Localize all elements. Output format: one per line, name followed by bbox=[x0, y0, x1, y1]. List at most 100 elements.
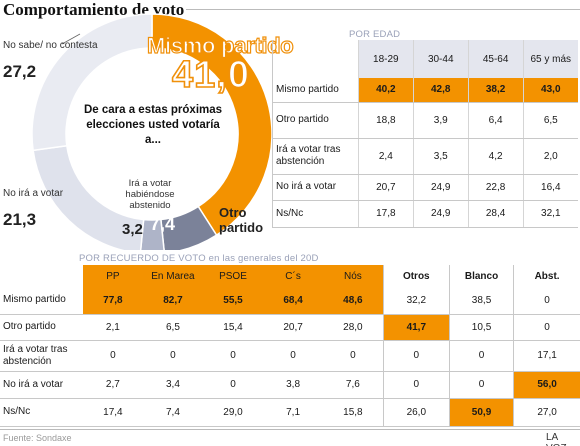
table-cell: 38,5 bbox=[448, 287, 514, 315]
slice-value-ira-votar: 3,2 bbox=[122, 221, 143, 238]
row-label: Irá a votar tras abstención bbox=[272, 138, 359, 175]
table-cell: 0 bbox=[323, 340, 384, 372]
column-header: 65 y más bbox=[522, 40, 578, 78]
table-cell: 16,4 bbox=[522, 174, 578, 201]
leader-line bbox=[61, 33, 81, 45]
slice-label-nsnc: No sabe/ no contesta bbox=[3, 40, 98, 51]
column-header: Otros bbox=[382, 265, 450, 287]
pie-center-question: De cara a estas próximas elecciones uste… bbox=[83, 104, 223, 146]
table-cell: 0 bbox=[142, 340, 203, 372]
table-row: Ns/Nc 17,4 7,4 29,0 7,1 15,8 26,0 50,9 27,0 bbox=[0, 398, 580, 427]
table-cell: 27,0 bbox=[513, 398, 580, 427]
row-label: Ns/Nc bbox=[272, 200, 359, 228]
column-header: 45-64 bbox=[467, 40, 524, 78]
slice-value-no-ira: 21,3 bbox=[3, 210, 37, 229]
table-cell: 28,0 bbox=[323, 314, 384, 341]
table-cell: 0 bbox=[382, 371, 450, 399]
table-row: Mismo partido 77,8 82,7 55,5 68,4 48,6 32,2 38,… bbox=[0, 287, 580, 315]
table-cell: 0 bbox=[448, 340, 514, 372]
vote-table-title: POR RECUERDO DE VOTO en las generales de… bbox=[79, 253, 319, 264]
table-cell: 10,5 bbox=[448, 314, 514, 341]
column-header: 30-44 bbox=[412, 40, 469, 78]
table-cell: 0 bbox=[448, 371, 514, 399]
table-cell: 28,4 bbox=[467, 200, 524, 228]
table-cell: 82,7 bbox=[142, 287, 203, 315]
table-cell: 26,0 bbox=[382, 398, 450, 427]
table-cell: 77,8 bbox=[82, 287, 143, 315]
source-note: Fuente: Sondaxe bbox=[3, 433, 72, 443]
table-cell: 20,7 bbox=[263, 314, 324, 341]
table-cell: 17,1 bbox=[513, 340, 580, 372]
age-table-title: POR EDAD bbox=[349, 29, 401, 40]
table-cell: 17,8 bbox=[357, 200, 414, 228]
table-header-row: 18-29 30-44 45-64 65 y más bbox=[273, 40, 578, 78]
table-cell: 3,9 bbox=[412, 102, 469, 139]
table-cell: 7,4 bbox=[142, 398, 203, 427]
column-header: 18-29 bbox=[357, 40, 414, 78]
table-row: Otro partido 18,8 3,9 6,4 6,5 bbox=[272, 102, 578, 139]
table-cell: 15,8 bbox=[323, 398, 384, 427]
table-cell: 7,6 bbox=[323, 371, 384, 399]
table-cell: 6,5 bbox=[142, 314, 203, 341]
table-cell: 50,9 bbox=[448, 398, 514, 427]
donut-chart bbox=[31, 13, 273, 250]
table-cell: 68,4 bbox=[263, 287, 324, 315]
title-rule bbox=[186, 9, 580, 10]
table-cell: 4,2 bbox=[467, 138, 524, 175]
table-cell: 6,5 bbox=[522, 102, 578, 139]
table-cell: 20,7 bbox=[357, 174, 414, 201]
table-cell: 42,8 bbox=[412, 78, 469, 103]
table-cell: 55,5 bbox=[202, 287, 264, 315]
pie-slice-0 bbox=[151, 13, 273, 237]
table-cell: 43,0 bbox=[522, 78, 578, 103]
table-cell: 2,1 bbox=[82, 314, 143, 341]
row-label: No irá a votar bbox=[272, 174, 359, 201]
table-cell: 0 bbox=[263, 340, 324, 372]
slice-label-no-ira: No irá a votar bbox=[3, 188, 64, 199]
slice-label-ira-votar: Irá a votar habiéndose abstenido bbox=[125, 178, 175, 211]
vote-table: PP En Marea PSOE C´s Nós Otros Blanco Abst. Mism… bbox=[0, 265, 580, 427]
column-header: Nós bbox=[323, 265, 384, 287]
table-row: Irá a votar tras abstención 0 0 0 0 0 0 0 17,1 bbox=[0, 340, 580, 372]
table-cell: 0 bbox=[202, 371, 264, 399]
table-cell: 3,4 bbox=[142, 371, 203, 399]
column-header: PSOE bbox=[202, 265, 264, 287]
column-header: C´s bbox=[263, 265, 324, 287]
column-header: En Marea bbox=[142, 265, 203, 287]
table-cell: 2,0 bbox=[522, 138, 578, 175]
table-cell: 0 bbox=[382, 340, 450, 372]
table-cell: 48,6 bbox=[323, 287, 384, 315]
column-header: Blanco bbox=[448, 265, 514, 287]
table-row: Mismo partido 40,2 42,8 38,2 43,0 bbox=[272, 78, 578, 103]
table-cell: 32,2 bbox=[382, 287, 450, 315]
table-row: Ns/Nc 17,8 24,9 28,4 32,1 bbox=[272, 200, 578, 228]
table-cell: 3,5 bbox=[412, 138, 469, 175]
table-cell: 22,8 bbox=[467, 174, 524, 201]
table-cell: 24,9 bbox=[412, 200, 469, 228]
table-cell: 2,4 bbox=[357, 138, 414, 175]
table-row: Otro partido 2,1 6,5 15,4 20,7 28,0 41,7 10,5 0 bbox=[0, 314, 580, 341]
row-label: Otro partido bbox=[0, 314, 83, 341]
table-cell: 0 bbox=[513, 287, 580, 315]
table-corner bbox=[273, 40, 359, 78]
table-cell: 24,9 bbox=[412, 174, 469, 201]
table-cell: 32,1 bbox=[522, 200, 578, 228]
age-table: 18-29 30-44 45-64 65 y más Mismo partido 40,2… bbox=[272, 40, 578, 228]
slice-label-otro: Otro partido bbox=[219, 205, 264, 235]
table-cell: 0 bbox=[82, 340, 143, 372]
table-cell: 2,7 bbox=[82, 371, 143, 399]
table-cell: 29,0 bbox=[202, 398, 264, 427]
slice-value-mismo-partido: 41,0 bbox=[171, 53, 250, 97]
row-label: Otro partido bbox=[272, 102, 359, 139]
column-header: Abst. bbox=[513, 265, 580, 287]
table-row: Irá a votar tras abstención 2,4 3,5 4,2 2,0 bbox=[272, 138, 578, 175]
column-header: PP bbox=[82, 265, 143, 287]
table-header-row: PP En Marea PSOE C´s Nós Otros Blanco Abst. bbox=[0, 265, 580, 287]
publisher-logo: LA VOZ bbox=[546, 432, 567, 446]
table-row: No irá a votar 20,7 24,9 22,8 16,4 bbox=[272, 174, 578, 201]
table-cell: 7,1 bbox=[263, 398, 324, 427]
table-corner bbox=[0, 265, 83, 287]
table-cell: 41,7 bbox=[382, 314, 450, 341]
row-label: No irá a votar bbox=[0, 371, 83, 399]
row-label: Ns/Nc bbox=[0, 398, 83, 427]
